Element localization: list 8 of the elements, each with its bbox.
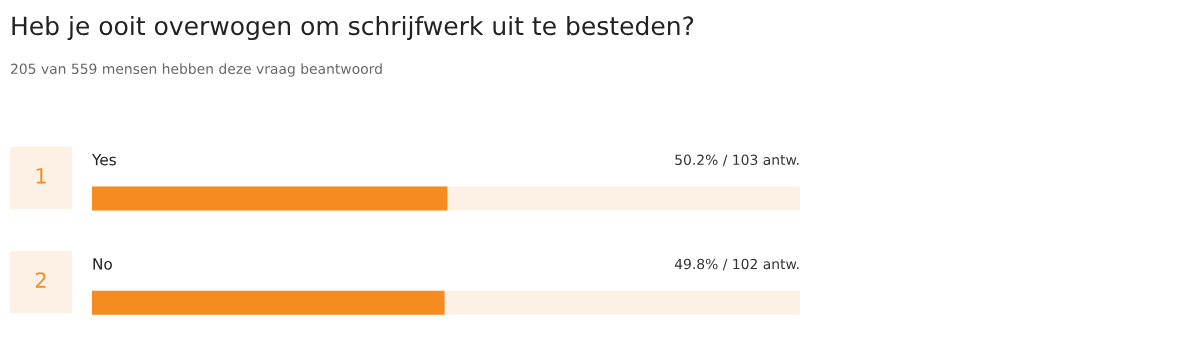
data-label: 49.8% / 102 antw. xyxy=(674,258,799,271)
data-label: 50.2% / 103 antw. xyxy=(675,154,799,167)
y-tick-label: Yes xyxy=(91,154,116,166)
chart-subtitle: 205 van 559 mensen hebben deze vraag beantwoord xyxy=(11,63,382,77)
text: 2 xyxy=(35,272,46,288)
y-tick-label: No xyxy=(93,258,112,270)
text: 1 xyxy=(36,168,46,184)
chart-title: Heb je ooit overwogen om schrijfwerk uit te besteden? xyxy=(12,15,694,41)
